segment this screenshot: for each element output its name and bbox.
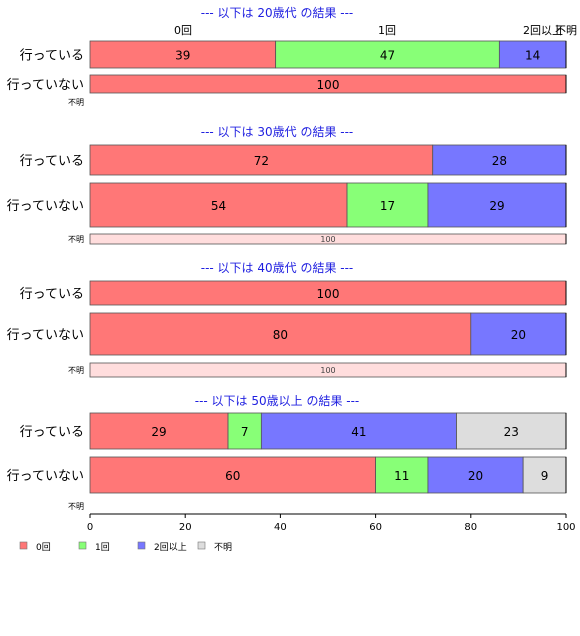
legend-label: 2回以上 (154, 542, 187, 553)
row-label: 行っていない (7, 199, 84, 214)
group-title: --- 以下は 30歳代 の結果 --- (201, 125, 354, 139)
group-title: --- 以下は 20歳代 の結果 --- (201, 6, 354, 20)
x-tick-label: 100 (556, 522, 575, 533)
data-label: 29 (151, 425, 166, 439)
row-label: 行っていない (7, 469, 84, 484)
data-label: 29 (489, 199, 504, 213)
data-label: 39 (175, 49, 190, 63)
row-label: 不明 (68, 235, 84, 244)
data-label: 80 (273, 328, 288, 342)
bar-segment (89, 456, 377, 494)
bar-segment (522, 456, 567, 494)
column-header: 0回 (174, 24, 192, 37)
row-label: 行っていない (7, 78, 84, 93)
bar-segment (227, 412, 262, 450)
bar-segment (346, 182, 429, 228)
column-header: 1回 (378, 24, 396, 37)
data-label: 54 (211, 199, 226, 213)
data-label: 20 (468, 469, 483, 483)
bar-segment (432, 144, 567, 176)
data-label: 100 (317, 287, 340, 301)
data-label: 100 (320, 366, 335, 375)
legend-label: 0回 (36, 542, 51, 553)
x-tick-label: 0 (87, 522, 93, 533)
row-label: 不明 (68, 502, 84, 511)
column-header: 不明 (555, 24, 577, 37)
data-label: 17 (380, 199, 395, 213)
bar-segment (275, 40, 500, 69)
data-label: 11 (394, 469, 409, 483)
data-label: 41 (351, 425, 366, 439)
data-label: 60 (225, 469, 240, 483)
row-label: 不明 (68, 366, 84, 375)
x-tick-label: 40 (274, 522, 287, 533)
data-label: 47 (380, 49, 395, 63)
row-label: 行っている (20, 425, 84, 440)
data-label: 14 (525, 49, 540, 63)
data-label: 100 (317, 78, 340, 92)
bar-segment (427, 182, 567, 228)
legend-swatch (78, 541, 87, 550)
column-header: 2回以上 (523, 24, 563, 37)
data-label: 28 (492, 154, 507, 168)
legend-swatch (19, 541, 28, 550)
data-label: 20 (511, 328, 526, 342)
data-label: 23 (504, 425, 519, 439)
bar-segment (89, 412, 229, 450)
data-label: 7 (241, 425, 249, 439)
row-label: 不明 (68, 98, 84, 107)
row-label: 行っている (20, 154, 84, 169)
row-label: 行っていない (7, 328, 84, 343)
bar-segment (470, 312, 567, 356)
data-label: 72 (254, 154, 269, 168)
x-tick-label: 80 (464, 522, 477, 533)
x-tick-label: 20 (179, 522, 192, 533)
bar-segment (89, 312, 472, 356)
legend-swatch (137, 541, 146, 550)
x-tick-label: 60 (369, 522, 382, 533)
bar-segment (456, 412, 567, 450)
data-label: 100 (320, 235, 335, 244)
bar-segment (375, 456, 429, 494)
row-label: 行っている (20, 49, 84, 64)
row-label: 行っている (20, 287, 84, 302)
bar-segment (89, 182, 348, 228)
legend-label: 1回 (95, 542, 110, 553)
bar-segment (260, 412, 457, 450)
data-label: 9 (541, 469, 549, 483)
legend-swatch (197, 541, 206, 550)
group-title: --- 以下は 50歳以上 の結果 --- (195, 394, 360, 408)
legend-label: 不明 (214, 542, 232, 553)
group-title: --- 以下は 40歳代 の結果 --- (201, 261, 354, 275)
